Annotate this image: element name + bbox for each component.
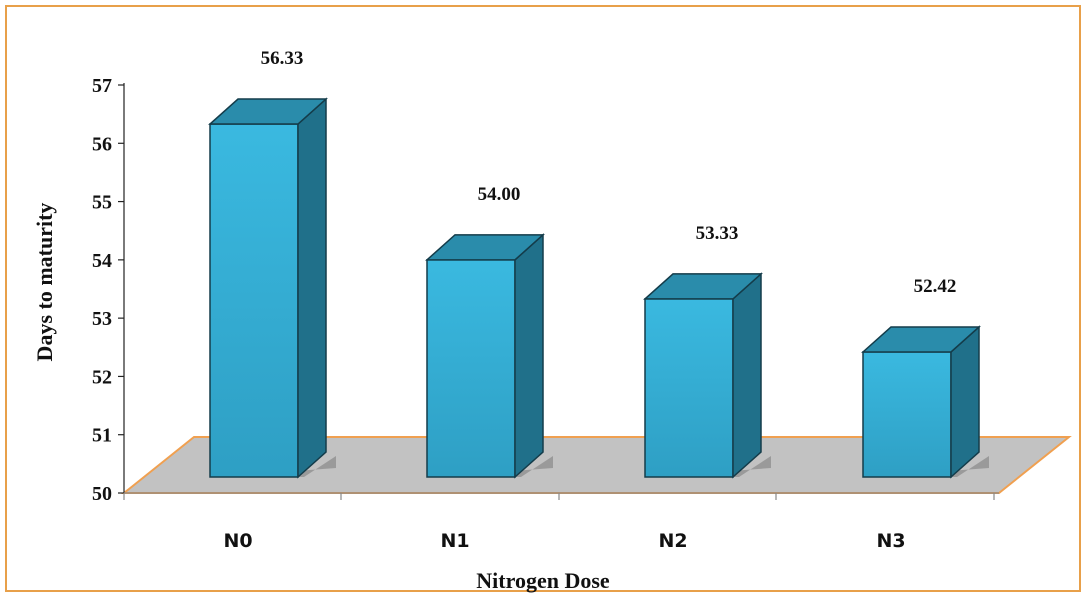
bar-value-label: 54.00 (478, 184, 521, 205)
x-axis-title: Nitrogen Dose (476, 568, 610, 593)
y-tick-label: 55 (92, 192, 112, 214)
bar-top (643, 273, 763, 300)
bar-side (297, 97, 327, 479)
bar-N1 (425, 233, 553, 479)
y-axis-title: Days to maturity (32, 203, 57, 362)
y-tick-label: 52 (92, 366, 112, 388)
bar-top (208, 98, 328, 125)
bar-N2 (643, 272, 771, 479)
bar-top (425, 234, 545, 261)
bar-front (426, 259, 516, 478)
y-tick-label: 50 (92, 483, 112, 505)
bar-value-label: 52.42 (914, 276, 957, 297)
y-tick-label: 51 (92, 425, 112, 447)
bar-shadow (216, 456, 336, 477)
bar-side (732, 272, 762, 479)
x-tick-label: N1 (440, 530, 469, 552)
bar-value-label: 56.33 (261, 48, 304, 69)
bar-side (514, 233, 544, 479)
y-tick-label: 57 (92, 75, 112, 97)
y-tick-label: 54 (92, 250, 112, 272)
x-tick-label: N0 (223, 530, 252, 552)
y-tick-label: 56 (92, 133, 112, 155)
x-tick-label: N3 (876, 530, 905, 552)
bar-shadow (433, 456, 553, 477)
bar-front (644, 298, 734, 478)
y-tick-label: 53 (92, 308, 112, 330)
x-tick-label: N2 (658, 530, 687, 552)
bar-top (861, 326, 981, 353)
bar-value-label: 53.33 (696, 223, 739, 244)
bar-front (209, 123, 299, 478)
bar-N0 (208, 97, 336, 479)
bar-front (862, 351, 952, 478)
bar-N3 (861, 325, 989, 479)
bar-side (950, 325, 980, 479)
bar-shadow (651, 456, 771, 477)
bar-shadow (869, 456, 989, 477)
